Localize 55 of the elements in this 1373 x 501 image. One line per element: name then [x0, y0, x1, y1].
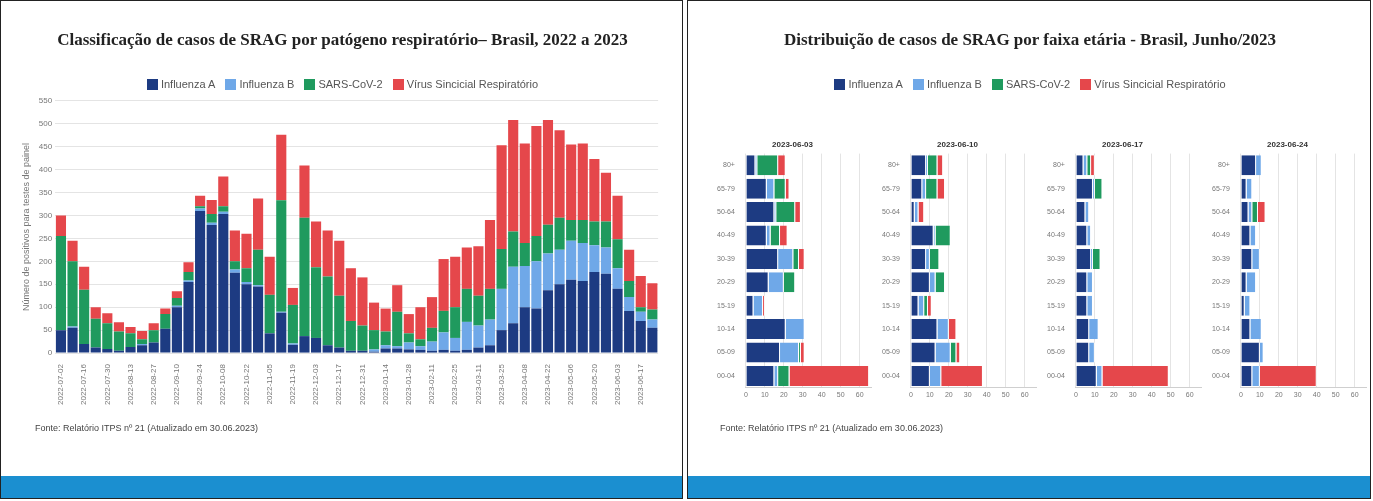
x-tick-label: 2022-09-24: [195, 363, 205, 405]
chart-subtitle: 2023-06-17: [1102, 140, 1144, 149]
x-tick-label: 2023-02-25: [450, 363, 460, 405]
y-tick-label: 150: [38, 279, 53, 289]
legend-label: Influenza B: [239, 78, 295, 90]
y-tick-label: 500: [38, 118, 53, 128]
x-tick-label: 2023-02-11: [427, 363, 437, 405]
x-tick-label: 2022-12-31: [357, 363, 367, 405]
source-note: Fonte: Relatório ITPS nº 21 (Atualizado em 30.06.2023): [720, 423, 943, 433]
x-tick-label: 2023-05-20: [589, 363, 599, 405]
legend-label: Vírus Sincicial Respiratório: [1094, 78, 1226, 90]
legend-label: Influenza A: [848, 78, 903, 90]
x-tick-label: 2023-04-08: [519, 363, 529, 405]
legend-label: Vírus Sincicial Respiratório: [406, 78, 539, 90]
chart-title: Classificação de casos de SRAG por patógeno respiratório– Brasil, 2022 a 2023: [56, 30, 629, 50]
y-tick-label: 450: [38, 141, 53, 151]
x-tick-label: 2023-06-17: [635, 363, 645, 405]
x-tick-label: 2022-08-27: [148, 363, 158, 405]
y-tick-label: 200: [38, 256, 53, 266]
x-tick-label: 2022-11-19: [288, 363, 298, 405]
x-tick-label: 2022-07-30: [102, 363, 112, 405]
legend-label: SARS-CoV-2: [1005, 78, 1071, 90]
y-tick-label: 0: [47, 348, 53, 358]
x-tick-label: 2022-12-03: [311, 363, 321, 405]
x-tick-label: 2022-11-05: [264, 363, 274, 405]
chart-subtitle: 2023-06-03: [772, 140, 814, 149]
legend-label: SARS-CoV-2: [318, 78, 383, 90]
x-tick-label: 2023-03-25: [496, 363, 506, 405]
x-tick-label: 2023-01-14: [380, 363, 390, 405]
x-tick-label: 2022-07-16: [79, 363, 89, 405]
chart-subtitle: 2023-06-24: [1267, 140, 1309, 149]
x-tick-label: 2023-06-03: [612, 363, 622, 405]
x-tick-label: 2023-05-06: [566, 363, 576, 405]
y-tick-label: 350: [38, 187, 53, 197]
x-tick-label: 2023-04-22: [543, 363, 553, 405]
x-tick-label: 2022-09-10: [172, 363, 182, 405]
y-tick-label: 50: [43, 325, 53, 335]
legend-label: Influenza A: [160, 78, 216, 90]
x-tick-label: 2022-12-17: [334, 363, 344, 405]
y-tick-label: 300: [38, 210, 53, 220]
x-tick-label: 2022-10-22: [241, 363, 251, 405]
x-tick-label: 2023-01-28: [404, 363, 414, 405]
x-tick-label: 2022-10-08: [218, 363, 228, 405]
x-tick-label: 2022-07-02: [56, 363, 66, 405]
y-tick-label: 100: [38, 302, 53, 312]
legend-label: Influenza B: [926, 78, 982, 90]
text: Distribuição de casos de SRAG por faixa etária - Brasil, Junho/2023: [782, 30, 1278, 50]
source-note: Fonte: Relatório ITPS nº 21 (Atualizado em 30.06.2023): [35, 423, 258, 433]
y-axis-title: Número de positivos para testes de painel: [20, 142, 31, 311]
x-tick-label: 2023-03-11: [473, 363, 483, 405]
y-tick-label: 400: [38, 164, 53, 174]
y-tick-label: 250: [38, 233, 53, 243]
x-tick-label: 2022-08-13: [125, 363, 135, 405]
chart-subtitle: 2023-06-10: [937, 140, 979, 149]
y-tick-label: 550: [38, 96, 53, 105]
